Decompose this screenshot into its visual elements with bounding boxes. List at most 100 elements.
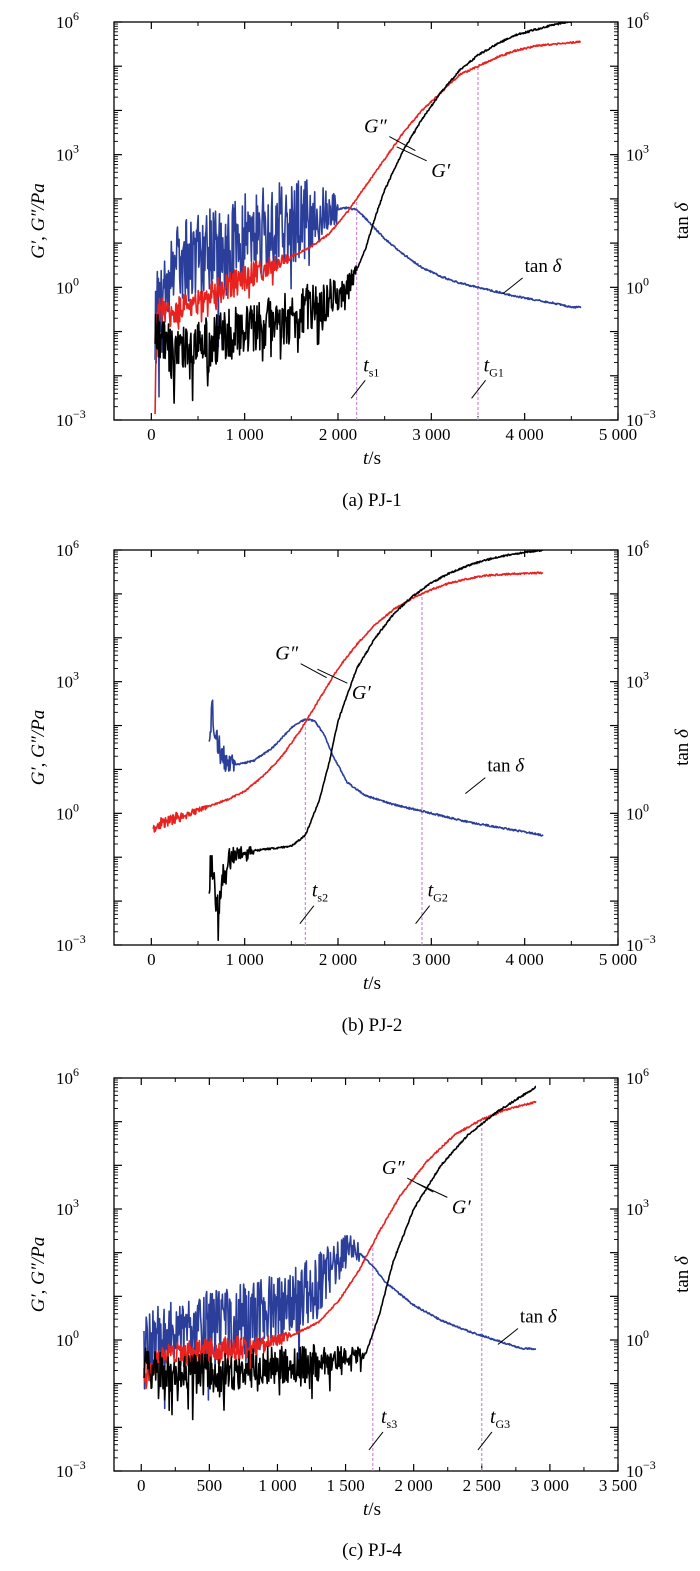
tg-label: tG1 [484,354,504,379]
y-axis-label-right: tan δ [672,201,693,239]
tan-delta-leader [465,777,486,795]
plot-frame [113,21,619,421]
g-prime-label: G′ [352,682,371,704]
y-tick-label-right: 10−3 [626,1458,656,1481]
series-line-tan-delta [143,1235,537,1410]
plot-frame [113,549,619,946]
y-tick-label-right: 100 [626,274,649,297]
series-line-g-prime [208,550,544,941]
x-axis-label: t/s [363,448,381,469]
tan-delta-label: tan δ [487,756,525,777]
g-double-prime-label: G″ [275,643,298,665]
series-line-g-double-prime [152,571,544,833]
y-tick-label-left: 10−3 [56,932,86,955]
g-prime-leader [417,1182,448,1198]
y-tick-label-left: 10−3 [56,1458,86,1481]
x-tick-label: 2 000 [319,425,357,444]
x-tick-label: 3 000 [412,425,450,444]
y-tick-label-right: 100 [626,1327,649,1350]
series-line-tan-delta [154,179,582,398]
chart-caption: (b) PJ-2 [342,1015,403,1036]
tg-leader [415,905,430,925]
g-prime-leader [396,146,427,162]
x-tick-label: 5 000 [599,950,637,969]
g-prime-leader [317,668,348,684]
y-tick-label-left: 106 [56,1065,79,1088]
y-tick-label-right: 103 [626,1196,649,1219]
series-line-tan-delta [208,699,544,837]
y-tick-label-right: 106 [626,1065,649,1088]
y-tick-label-left: 10−3 [56,407,86,430]
tan-delta-label: tan δ [525,256,563,277]
plot-frame [113,1077,619,1472]
x-axis-label: t/s [363,1499,381,1520]
ts-label: ts1 [363,354,379,379]
x-tick-label: 3 000 [531,1476,569,1495]
g-double-prime-leader [389,136,416,151]
tg-leader [477,1431,493,1451]
g-prime-label: G′ [452,1196,471,1218]
y-axis-label-left: G′, G″/Pa [28,710,49,785]
ts-leader [368,1431,384,1451]
y-tick-label-right: 100 [626,800,649,823]
y-tick-label-left: 103 [56,1196,79,1219]
x-tick-label: 2 000 [319,950,357,969]
tg-label: tG2 [428,880,448,905]
y-tick-label-left: 103 [56,669,79,692]
x-tick-label: 4 000 [506,425,544,444]
series-line-g-double-prime [154,40,582,415]
x-tick-label: 5 000 [599,425,637,444]
x-tick-label: 3 000 [412,950,450,969]
x-tick-label: 1 000 [226,950,264,969]
ts-leader [299,905,315,925]
y-tick-label-left: 103 [56,142,79,165]
y-axis-label-right: tan δ [672,1255,693,1293]
series-line-g-double-prime [143,1100,537,1390]
x-tick-label: 1 000 [226,425,264,444]
tg-leader [471,380,486,399]
y-tick-label-right: 10−3 [626,932,656,955]
chart-caption: (a) PJ-1 [342,490,402,511]
g-double-prime-label: G″ [382,1157,405,1179]
x-tick-label: 0 [147,425,156,444]
y-axis-label-left: G′, G″/Pa [28,1237,49,1312]
y-tick-label-right: 106 [626,9,649,32]
x-tick-label: 0 [137,1476,146,1495]
y-tick-label-right: 10−3 [626,407,656,430]
x-axis-label: t/s [363,973,381,994]
y-tick-label-left: 100 [56,1327,79,1350]
tg-label: tG3 [490,1406,510,1431]
y-tick-label-left: 100 [56,800,79,823]
g-prime-label: G′ [431,160,450,182]
y-tick-label-right: 106 [626,537,649,560]
series-line-g-prime [143,1085,537,1421]
x-tick-label: 2 000 [395,1476,433,1495]
y-axis-label-left: G′, G″/Pa [28,183,49,258]
x-tick-label: 1 000 [258,1476,296,1495]
tan-delta-leader [497,1328,519,1345]
g-double-prime-leader [300,663,327,679]
chart-caption: (c) PJ-4 [342,1540,402,1561]
y-tick-label-right: 103 [626,669,649,692]
tan-delta-leader [502,277,523,295]
y-tick-label-right: 103 [626,142,649,165]
x-tick-label: 3 500 [599,1476,637,1495]
y-axis-label-right: tan δ [672,728,693,766]
tan-delta-label: tan δ [520,1307,558,1328]
ts-label: ts3 [381,1406,397,1431]
y-tick-label-left: 106 [56,9,79,32]
y-tick-label-left: 100 [56,274,79,297]
x-tick-label: 500 [197,1476,223,1495]
series-line-g-prime [154,22,575,404]
g-double-prime-label: G″ [364,116,387,138]
x-tick-label: 0 [147,950,156,969]
ts-label: ts2 [312,880,328,905]
ts-leader [350,380,366,399]
x-tick-label: 4 000 [506,950,544,969]
x-tick-label: 2 500 [463,1476,501,1495]
x-tick-label: 1 500 [326,1476,364,1495]
